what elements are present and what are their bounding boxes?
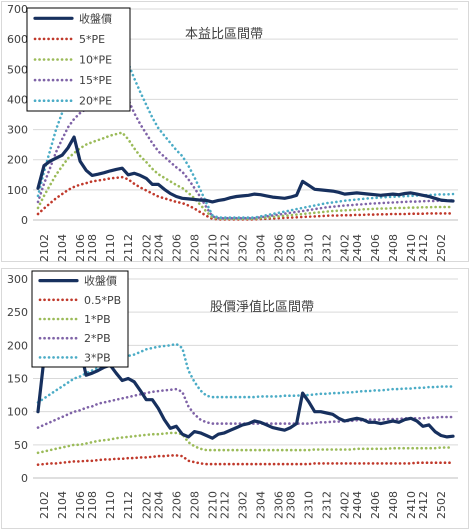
x-tick-label: 2208 [188,234,201,262]
pe-chart-border [1,1,469,262]
x-tick-label: 2210 [206,491,219,519]
series-line-5*PE [36,175,455,221]
x-tick-label: 2202 [140,491,153,519]
y-tick-label: 0 [21,214,28,227]
legend-label: 收盤價 [84,274,117,288]
y-tick-label: 600 [7,33,28,46]
pb-band-chart-panel: 0 50 100 150 200 250 300 2102 2104 2106 2108 2110 21… [0,267,471,530]
y-tick-label: 300 [7,273,28,286]
y-tick-label: 200 [7,154,28,167]
x-tick-label: 2106 [74,491,87,519]
x-tick-label: 2312 [321,234,334,262]
y-tick-label: 100 [7,406,28,419]
x-tick-label: 2308 [285,491,298,519]
x-tick-label: 2204 [152,234,165,262]
chart-title: 本益比區間帶 [185,27,263,42]
x-tick-label: 2204 [152,491,165,519]
x-tick-label: 2208 [188,491,201,519]
y-tick-label: 250 [7,306,28,319]
x-tick-label: 2110 [104,234,117,262]
x-tick-label: 2212 [218,491,231,519]
y-tick-label: 200 [7,339,28,352]
x-tick-label: 2310 [303,234,316,262]
series-line-1*PB [36,431,455,455]
series-line-3*PB [36,342,455,404]
x-tick-label: 2302 [236,491,249,519]
pe-band-chart-panel: 0 100 200 300 400 500 600 700 2102 2104 2106 2108 21… [0,0,471,263]
y-tick-label: 500 [7,63,28,76]
x-tick-label: 2406 [369,491,382,519]
x-tick-label: 2210 [206,234,219,262]
x-tick-label: 2408 [387,234,400,262]
x-tick-label: 2202 [140,234,153,262]
x-tick-label: 2412 [417,491,430,519]
x-tick-label: 2108 [86,234,99,262]
pe-band-chart: 0 100 200 300 400 500 600 700 2102 2104 2106 2108 21… [1,1,469,262]
x-tick-label: 2112 [122,234,135,262]
y-tick-label: 300 [7,124,28,137]
legend-label: 3*PB [84,351,111,364]
y-tick-label: 0 [21,472,28,485]
series-line-0.5*PB [36,454,455,466]
x-tick-label: 2102 [38,234,51,262]
x-tick-label: 2502 [435,234,448,262]
x-tick-label: 2312 [321,491,334,519]
series-line-10*PE [36,131,455,221]
x-tick-label: 2306 [273,491,286,519]
x-tick-label: 2106 [74,234,87,262]
x-tick-label: 2410 [405,234,418,262]
x-tick-label: 2302 [236,234,249,262]
x-tick-label: 2206 [170,491,183,519]
x-tick-label: 2304 [255,234,268,262]
legend-label: 0.5*PB [84,294,121,307]
y-tick-label: 150 [7,373,28,386]
x-tick-label: 2108 [86,491,99,519]
y-tick-label: 100 [7,184,28,197]
legend-label: 收盤價 [79,11,112,25]
x-tick-label: 2304 [255,491,268,519]
x-tick-label: 2308 [285,234,298,262]
legend-label: 20*PE [79,95,112,108]
x-tick-label: 2112 [122,491,135,519]
x-tick-label: 2404 [351,491,364,519]
x-tick-label: 2402 [339,491,352,519]
legend-label: 15*PE [79,74,112,87]
x-tick-label: 2102 [38,491,51,519]
y-tick-label: 700 [7,3,28,16]
pb-band-chart: 0 50 100 150 200 250 300 2102 2104 2106 2108 2110 21… [1,268,469,529]
x-tick-label: 2410 [405,491,418,519]
x-tick-label: 2502 [435,491,448,519]
legend-label: 10*PE [79,54,112,67]
x-tick-label: 2406 [369,234,382,262]
pb-chart-border [1,268,469,529]
legend-label: 2*PB [84,332,111,345]
x-tick-label: 2408 [387,491,400,519]
x-tick-label: 2206 [170,234,183,262]
x-tick-label: 2104 [56,234,69,262]
x-tick-label: 2110 [104,491,117,519]
x-tick-label: 2402 [339,234,352,262]
x-tick-label: 2104 [56,491,69,519]
legend-label: 1*PB [84,313,111,326]
y-tick-label: 50 [14,439,28,452]
x-tick-label: 2212 [218,234,231,262]
series-line-收盤價 [36,135,455,204]
x-tick-label: 2310 [303,491,316,519]
y-tick-label: 400 [7,93,28,106]
chart-title: 股價淨值比區間帶 [210,299,314,315]
x-tick-label: 2412 [417,234,430,262]
x-tick-label: 2306 [273,234,286,262]
x-tick-label: 2404 [351,234,364,262]
legend-label: 5*PE [79,33,105,46]
